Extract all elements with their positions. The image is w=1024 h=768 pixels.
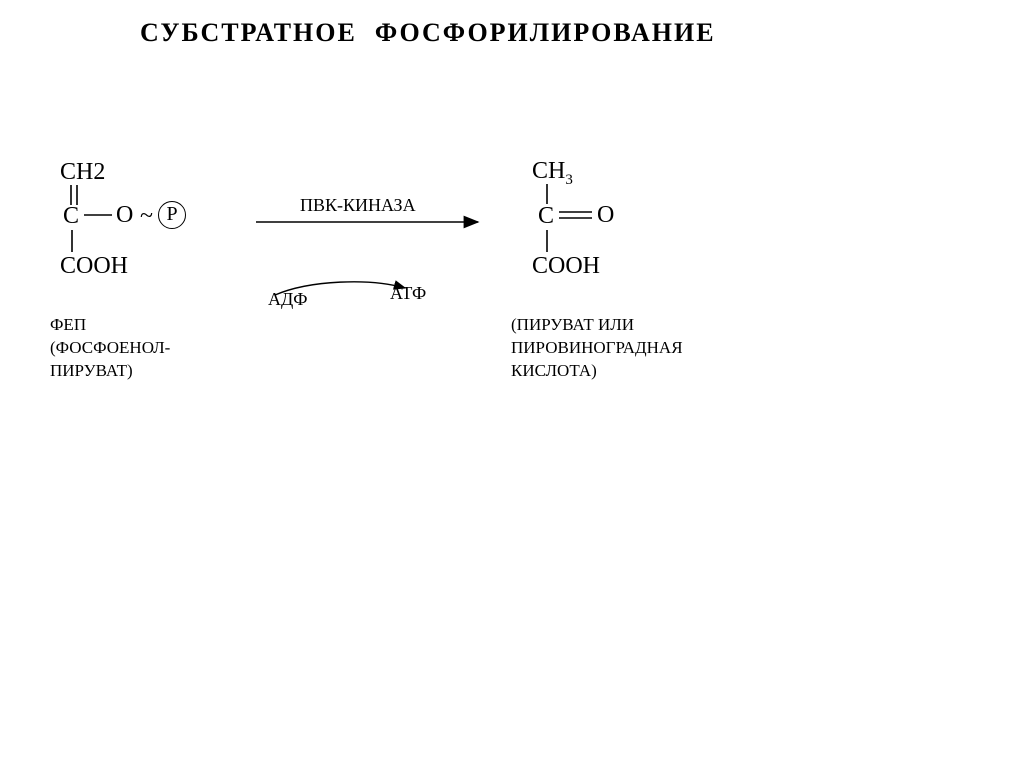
reactant-c: C xyxy=(63,204,79,228)
title-word-2: ФОСФОРИЛИРОВАНИЕ xyxy=(375,18,716,47)
reactant-caption: ФЕП (ФОСФОЕНОЛ- ПИРУВАТ) xyxy=(50,314,170,383)
reactant-caption-line-3: ПИРУВАТ) xyxy=(50,360,170,383)
page-title: СУБСТРАТНОЕ ФОСФОРИЛИРОВАНИЕ xyxy=(140,18,716,48)
diagram-svg xyxy=(0,0,1024,768)
product-c: C xyxy=(538,204,554,228)
adp-label: АДФ xyxy=(268,289,308,310)
reactant-caption-line-2: (ФОСФОЕНОЛ- xyxy=(50,337,170,360)
product-caption: (ПИРУВАТ ИЛИ ПИРОВИНОГРАДНАЯ КИСЛОТА) xyxy=(511,314,683,383)
enzyme-label: ПВК-КИНАЗА xyxy=(300,195,416,216)
reactant-cooh: COOH xyxy=(60,254,128,278)
product-caption-line-1: (ПИРУВАТ ИЛИ xyxy=(511,314,683,337)
title-word-1: СУБСТРАТНОЕ xyxy=(140,18,357,47)
product-cooh: COOH xyxy=(532,254,600,278)
reactant-o: O xyxy=(116,203,133,227)
product-ch3: CH3 xyxy=(532,159,573,188)
atp-label: АТФ xyxy=(390,283,426,304)
page: СУБСТРАТНОЕ ФОСФОРИЛИРОВАНИЕ xyxy=(0,0,1024,768)
product-ch3-text: CH xyxy=(532,158,565,184)
reactant-ch2: CH2 xyxy=(60,160,105,184)
phosphate-p: P xyxy=(158,201,186,229)
product-ch3-sub: 3 xyxy=(565,172,573,188)
reactant-caption-line-1: ФЕП xyxy=(50,314,170,337)
product-caption-line-2: ПИРОВИНОГРАДНАЯ xyxy=(511,337,683,360)
product-o: O xyxy=(597,203,614,227)
product-caption-line-3: КИСЛОТА) xyxy=(511,360,683,383)
phosphate-circle: P xyxy=(158,201,186,229)
reactant-tilde: ~ xyxy=(140,204,153,228)
